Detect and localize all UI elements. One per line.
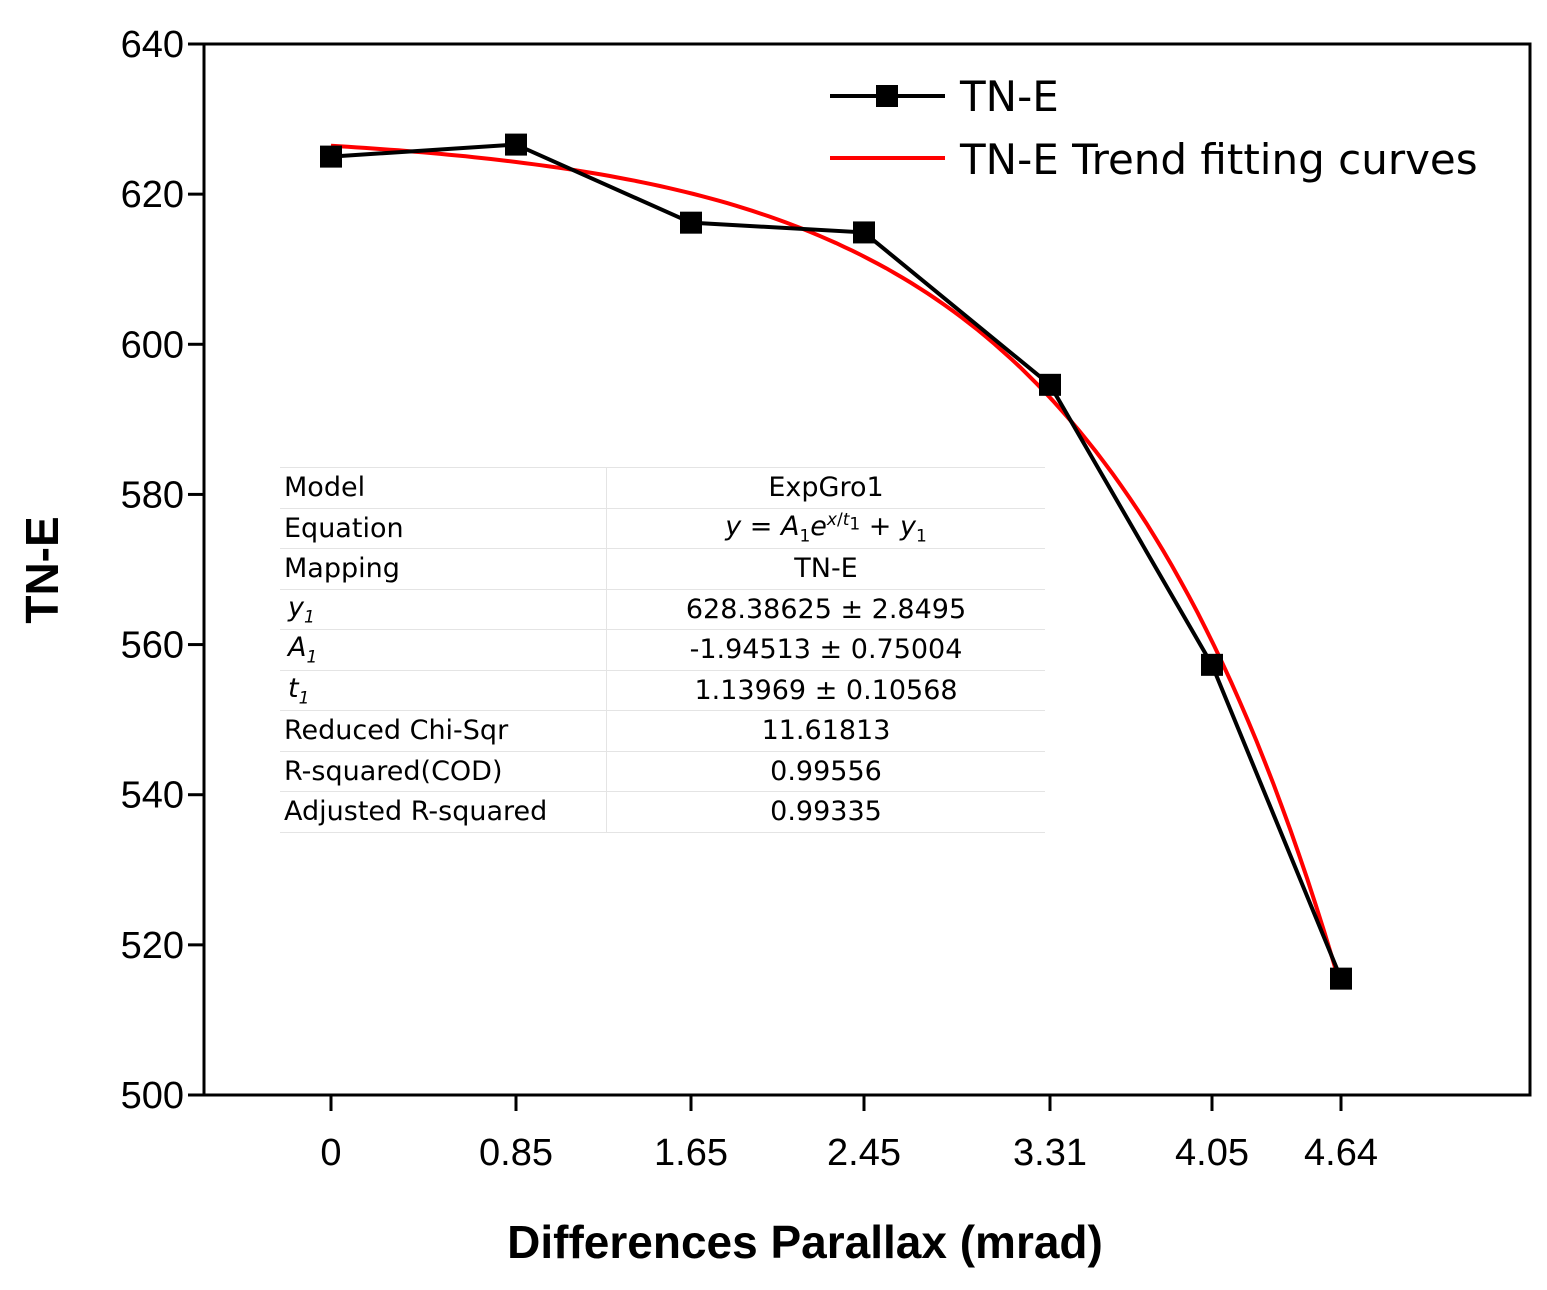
y-tick-label: 640 <box>121 24 184 66</box>
row-label-y1: y1 <box>280 588 607 630</box>
table-row: Model ExpGro1 <box>280 467 1045 508</box>
table-row: Reduced Chi-Sqr 11.61813 <box>280 710 1045 751</box>
x-tick-label: 2.45 <box>827 1132 901 1174</box>
row-label-t1: t1 <box>280 669 607 711</box>
x-tick-label: 0 <box>320 1132 341 1174</box>
y-tick-label: 500 <box>121 1075 184 1117</box>
equation-value: y = A1ex/t1 + y1 <box>606 507 1045 549</box>
x-tick-label: 4.05 <box>1175 1132 1249 1174</box>
data-point-marker <box>1039 373 1061 396</box>
data-point-marker <box>680 211 702 234</box>
table-row: Mapping TN-E <box>280 548 1045 589</box>
row-value: ExpGro1 <box>606 467 1045 508</box>
fit-curve-line <box>330 143 1343 988</box>
row-label: Equation <box>280 507 607 549</box>
plot-frame <box>202 42 1532 1097</box>
fit-parameters-table: Model ExpGro1 Equation y = A1ex/t1 + y1 … <box>280 467 1045 833</box>
series-markers-tn-e <box>320 133 1352 990</box>
row-label: Model <box>280 467 607 508</box>
y-tick-label: 580 <box>121 474 184 516</box>
y-tick-label: 540 <box>121 775 184 817</box>
x-axis-title: Differences Parallax (mrad) <box>507 1216 1103 1268</box>
x-axis-ticks: 0 0.85 1.65 2.45 3.31 4.05 4.64 <box>320 1095 1378 1174</box>
table-row: t1 1.13969 ± 0.10568 <box>280 669 1045 711</box>
row-label: Mapping <box>280 548 607 589</box>
row-label: Adjusted R-squared <box>280 791 607 833</box>
y-tick-label: 620 <box>121 174 184 216</box>
legend-label-fit: TN-E Trend fitting curves <box>959 135 1478 184</box>
row-value: -1.94513 ± 0.75004 <box>606 629 1045 670</box>
y-tick-label: 600 <box>121 324 184 366</box>
table-row: Equation y = A1ex/t1 + y1 <box>280 507 1045 549</box>
table-row: R-squared(COD) 0.99556 <box>280 750 1045 792</box>
y-tick-label: 560 <box>121 625 184 667</box>
x-tick-label: 4.64 <box>1304 1132 1378 1174</box>
row-label-a1: A1 <box>280 629 607 670</box>
row-value: 0.99556 <box>606 750 1045 792</box>
row-value: 11.61813 <box>606 710 1045 751</box>
row-label: R-squared(COD) <box>280 750 607 792</box>
y-axis-title: TN-E <box>16 516 68 623</box>
legend-marker-tn-e <box>876 85 898 107</box>
data-point-marker <box>505 133 527 156</box>
x-tick-label: 1.65 <box>654 1132 728 1174</box>
y-tick-label: 520 <box>121 925 184 967</box>
table-row: Adjusted R-squared 0.99335 <box>280 791 1045 833</box>
row-label: Reduced Chi-Sqr <box>280 710 607 751</box>
x-tick-label: 3.31 <box>1013 1132 1087 1174</box>
table-row: A1 -1.94513 ± 0.75004 <box>280 629 1045 670</box>
row-value: TN-E <box>606 548 1045 589</box>
row-value: 1.13969 ± 0.10568 <box>606 669 1045 711</box>
row-value: 628.38625 ± 2.8495 <box>606 588 1045 630</box>
data-point-marker <box>320 145 342 168</box>
data-point-marker <box>853 221 875 244</box>
data-point-marker <box>1330 967 1352 990</box>
data-point-marker <box>1201 653 1223 676</box>
legend: TN-E TN-E Trend fitting curves <box>830 72 1478 184</box>
x-tick-label: 0.85 <box>479 1132 553 1174</box>
table-row: y1 628.38625 ± 2.8495 <box>280 588 1045 630</box>
row-value: 0.99335 <box>606 791 1045 833</box>
legend-label-tn-e: TN-E <box>959 72 1059 121</box>
y-axis-ticks: 500 520 540 560 580 600 620 640 <box>121 24 204 1117</box>
